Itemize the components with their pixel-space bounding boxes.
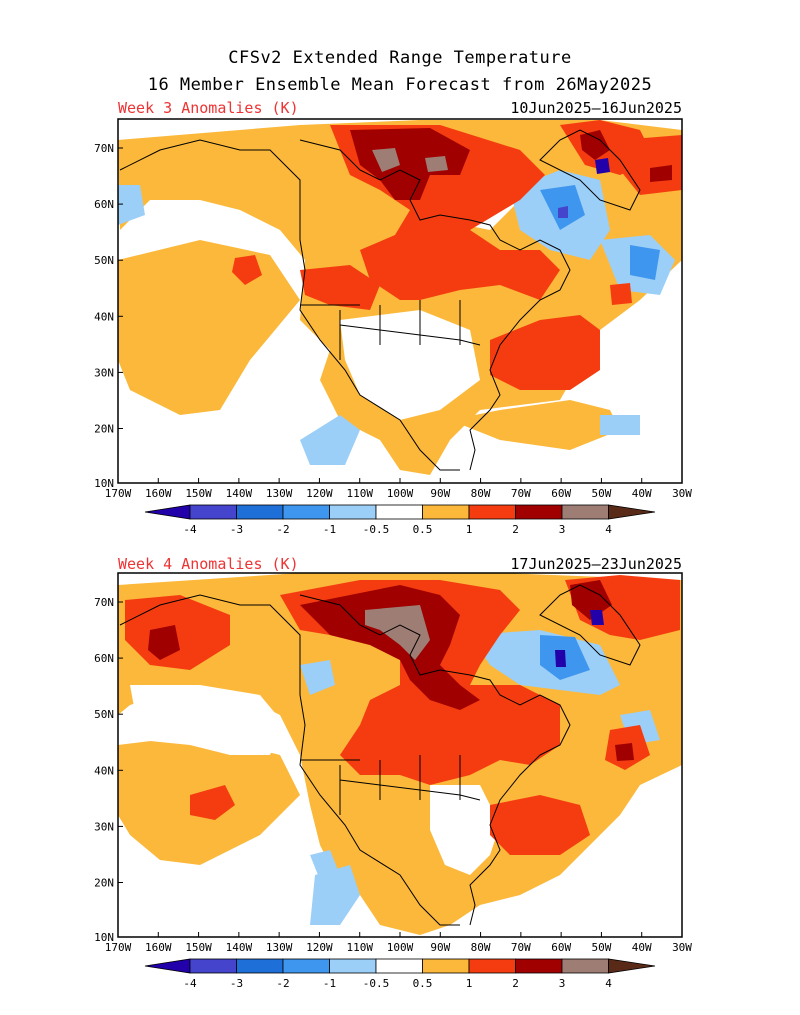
week3-colorbar-label: -2 bbox=[276, 523, 289, 536]
week3-colorbar-label: 3 bbox=[559, 523, 566, 536]
week3-lon-label: 110W bbox=[346, 487, 373, 500]
week3-lon-label: 50W bbox=[591, 487, 611, 500]
week4-colorbar-label: 2 bbox=[512, 977, 519, 990]
week3-lat-label: 50N bbox=[94, 254, 114, 267]
week3-colorbar-max-arrow bbox=[608, 504, 656, 520]
week3-lon-label: 70W bbox=[511, 487, 531, 500]
week4-lat-label: 30N bbox=[94, 820, 114, 833]
week4-lat-label: 40N bbox=[94, 764, 114, 777]
week4-lon-label: 120W bbox=[306, 941, 333, 954]
week3-colorbar-label: -4 bbox=[183, 523, 197, 536]
week3-lat-axis: 70N 60N 50N 40N 30N 20N 10N bbox=[94, 142, 123, 490]
week3-lat-label: 20N bbox=[94, 423, 114, 436]
week3-lon-label: 80W bbox=[471, 487, 491, 500]
week3-lon-axis: 170W 160W 150W 140W 130W 120W 110W 100W 90W 80W 70… bbox=[105, 478, 692, 500]
week4-lon-label: 100W bbox=[387, 941, 414, 954]
week4-lon-label: 30W bbox=[672, 941, 692, 954]
week4-colorbar-label: 0.5 bbox=[413, 977, 433, 990]
week4-lon-label: 40W bbox=[632, 941, 652, 954]
week4-colorbar-swatch bbox=[329, 958, 377, 974]
week4-colorbar-swatch bbox=[189, 958, 237, 974]
week4-colorbar-swatch bbox=[236, 958, 284, 974]
week3-lon-label: 30W bbox=[672, 487, 692, 500]
week4-colorbar-label: -2 bbox=[276, 977, 289, 990]
week3-lon-label: 40W bbox=[632, 487, 652, 500]
week4-colorbar-label: -4 bbox=[183, 977, 197, 990]
week3-anomaly-shading bbox=[118, 120, 682, 475]
week3-lat-label: 10N bbox=[94, 477, 114, 490]
week3-colorbar-label: -3 bbox=[230, 523, 243, 536]
week4-colorbar-label: -0.5 bbox=[363, 977, 390, 990]
week3-lat-label: 30N bbox=[94, 366, 114, 379]
week4-lat-label: 50N bbox=[94, 708, 114, 721]
week3-lat-label: 60N bbox=[94, 198, 114, 211]
week4-colorbar-label: 1 bbox=[466, 977, 473, 990]
week4-lat-label: 70N bbox=[94, 596, 114, 609]
week3-colorbar-label: 1 bbox=[466, 523, 473, 536]
week4-lon-label: 60W bbox=[551, 941, 571, 954]
week3-lon-label: 160W bbox=[145, 487, 172, 500]
week4-lon-label: 110W bbox=[346, 941, 373, 954]
week4-colorbar-max-arrow bbox=[608, 958, 656, 974]
week4-lat-label: 20N bbox=[94, 877, 114, 890]
week3-lon-label: 120W bbox=[306, 487, 333, 500]
week4-lon-label: 160W bbox=[145, 941, 172, 954]
week4-colorbar-label: -3 bbox=[230, 977, 243, 990]
week4-lon-label: 170W bbox=[105, 941, 132, 954]
week4-lat-label: 10N bbox=[94, 931, 114, 944]
week3-colorbar-label: -0.5 bbox=[363, 523, 390, 536]
week4-lat-axis: 70N 60N 50N 40N 30N 20N 10N bbox=[94, 596, 123, 944]
week4-coastlines bbox=[119, 584, 641, 926]
week4-lon-axis: 170W 160W 150W 140W 130W 120W 110W 100W 90W 80W 70… bbox=[105, 932, 692, 954]
week3-lat-label: 40N bbox=[94, 310, 114, 323]
week4-lon-label: 50W bbox=[591, 941, 611, 954]
week4-lon-label: 90W bbox=[430, 941, 450, 954]
week3-coastlines bbox=[119, 129, 641, 471]
week3-colorbar-label: 4 bbox=[605, 523, 612, 536]
week3-lon-label: 100W bbox=[387, 487, 414, 500]
week3-colorbar-label: -1 bbox=[323, 523, 336, 536]
week4-colorbar-label: 3 bbox=[559, 977, 566, 990]
week3-lat-label: 70N bbox=[94, 142, 114, 155]
week3-panel: Week 3 Anomalies (K) 10Jun2025–16Jun2025 bbox=[0, 0, 800, 536]
week4-panel: Week 4 Anomalies (K) 17Jun2025–23Jun2025 bbox=[0, 455, 800, 990]
week4-colorbar: -4 -3 -2 -1 -0.5 0.5 1 2 3 4 bbox=[144, 958, 656, 990]
title-line-1: CFSv2 Extended Range Temperature bbox=[228, 48, 572, 68]
week4-colorbar-swatch bbox=[375, 958, 423, 974]
title-line-2: 16 Member Ensemble Mean Forecast from 26… bbox=[147, 75, 653, 95]
week3-lon-label: 130W bbox=[266, 487, 293, 500]
week4-anomaly-shading bbox=[118, 573, 682, 935]
week3-lon-label: 150W bbox=[185, 487, 212, 500]
week3-lon-label: 140W bbox=[226, 487, 253, 500]
week4-colorbar-swatch bbox=[422, 958, 470, 974]
week3-lon-label: 60W bbox=[551, 487, 571, 500]
week3-colorbar: -4 -3 -2 -1 -0.5 0.5 1 2 3 4 bbox=[144, 504, 656, 536]
week4-date-range: 17Jun2025–23Jun2025 bbox=[510, 555, 682, 573]
week4-colorbar-label: 4 bbox=[605, 977, 612, 990]
week3-colorbar-label: 0.5 bbox=[413, 523, 433, 536]
week4-lon-label: 70W bbox=[511, 941, 531, 954]
week4-lat-label: 60N bbox=[94, 652, 114, 665]
week4-colorbar-swatch bbox=[561, 958, 609, 974]
week4-colorbar-min-arrow bbox=[144, 958, 191, 974]
week4-colorbar-swatch bbox=[515, 958, 563, 974]
week4-colorbar-swatch bbox=[468, 958, 516, 974]
week4-lon-label: 140W bbox=[226, 941, 253, 954]
week3-date-range: 10Jun2025–16Jun2025 bbox=[510, 99, 682, 117]
week4-lon-label: 130W bbox=[266, 941, 293, 954]
week3-lon-label: 170W bbox=[105, 487, 132, 500]
week4-lon-label: 150W bbox=[185, 941, 212, 954]
week3-label: Week 3 Anomalies (K) bbox=[118, 99, 299, 117]
week4-colorbar-swatch bbox=[282, 958, 330, 974]
week4-colorbar-label: -1 bbox=[323, 977, 336, 990]
week4-label: Week 4 Anomalies (K) bbox=[118, 555, 299, 573]
week3-colorbar-label: 2 bbox=[512, 523, 519, 536]
week3-lon-label: 90W bbox=[430, 487, 450, 500]
week4-lon-label: 80W bbox=[471, 941, 491, 954]
